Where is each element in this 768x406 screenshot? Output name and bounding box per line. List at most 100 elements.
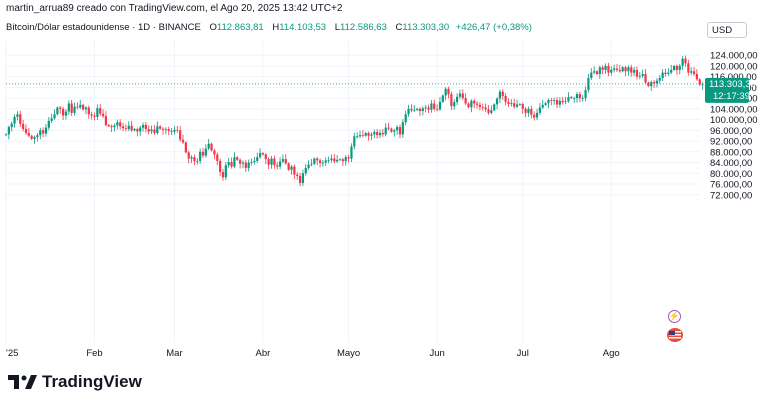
candle-body — [681, 58, 684, 66]
candle-body — [687, 63, 690, 73]
candle-body — [621, 67, 624, 72]
candle-body — [13, 116, 16, 124]
candle-body — [672, 65, 676, 70]
candle-body — [667, 72, 670, 74]
candle-body — [318, 160, 322, 164]
candle-body — [655, 80, 659, 84]
candle-body — [199, 151, 202, 161]
candle-body — [407, 108, 410, 115]
lightning-icon[interactable]: ⚡ — [668, 310, 681, 323]
candle-body — [79, 104, 82, 108]
candle-body — [361, 135, 364, 136]
candle-body — [515, 104, 519, 107]
candle-body — [104, 116, 108, 125]
candle-body — [67, 103, 70, 112]
candle-body — [187, 152, 190, 159]
candle-body — [22, 123, 25, 129]
candle-body — [367, 133, 370, 136]
x-tick-label: Ago — [603, 348, 620, 359]
candle-body — [453, 102, 456, 107]
us-flag-icon[interactable] — [667, 328, 683, 342]
candle-body — [213, 150, 216, 155]
candle-body — [544, 103, 547, 105]
candle-body — [136, 128, 139, 132]
candle-body — [404, 114, 407, 123]
candle-body — [36, 135, 39, 138]
candle-body — [281, 159, 285, 162]
candle-body — [473, 100, 476, 104]
candle-body — [387, 127, 390, 129]
candle-body — [627, 67, 630, 72]
candle-body — [293, 166, 296, 175]
candle-body — [658, 77, 661, 81]
candle-body — [584, 90, 587, 99]
candle-body — [76, 106, 79, 108]
candle-body — [661, 72, 664, 78]
candle-body — [370, 134, 373, 136]
candle-body — [256, 157, 259, 161]
symbol-legend: Bitcoin/Dólar estadounidense · 1D · BINA… — [6, 22, 532, 33]
open-label: O — [209, 22, 217, 33]
candle-body — [501, 91, 504, 96]
candle-body — [416, 108, 419, 110]
candle-body — [356, 136, 359, 138]
candle-body — [675, 65, 679, 70]
candle-body — [73, 106, 76, 113]
candle-body — [441, 95, 444, 102]
candle-body — [258, 153, 262, 158]
candle-body — [581, 98, 584, 99]
candle-body — [498, 91, 502, 99]
candle-body — [684, 58, 687, 64]
candle-body — [652, 82, 656, 84]
high-label: H — [272, 22, 280, 33]
candle-body — [201, 151, 205, 156]
candle-body — [298, 175, 302, 183]
y-tick-label: 72.000,00 — [710, 190, 752, 201]
candle-body — [421, 108, 424, 112]
candle-body — [207, 143, 210, 149]
candle-body — [444, 88, 447, 96]
candle-body — [336, 159, 339, 162]
candle-body — [204, 148, 207, 156]
candle-body — [450, 94, 453, 107]
candle-body — [475, 103, 479, 105]
candle-body — [90, 114, 93, 116]
candle-body — [647, 82, 650, 87]
symbol-name[interactable]: Bitcoin/Dólar estadounidense · 1D · BINA… — [6, 22, 201, 33]
candle-body — [119, 122, 122, 127]
candle-body — [378, 133, 382, 136]
candle-body — [10, 123, 13, 128]
candle-body — [464, 98, 467, 104]
candle-body — [261, 153, 265, 155]
low-value: 112.586,63 — [340, 22, 387, 33]
candle-body — [278, 161, 282, 167]
candle-body — [270, 158, 273, 165]
candle-body — [170, 131, 173, 132]
candle-body — [533, 114, 536, 118]
candle-body — [633, 69, 636, 73]
candle-body — [139, 127, 142, 132]
candle-body — [690, 71, 693, 73]
currency-selector[interactable]: USD — [707, 22, 747, 38]
candle-body — [678, 65, 681, 70]
high-value: 114.103,53 — [279, 22, 327, 33]
candle-body — [427, 107, 430, 110]
candle-body — [507, 101, 510, 105]
candle-body — [670, 69, 673, 73]
candle-body — [436, 108, 439, 110]
candle-body — [487, 109, 490, 113]
candle-body — [216, 154, 219, 161]
candle-body — [353, 136, 356, 147]
candle-body — [595, 71, 599, 74]
candle-body — [541, 104, 544, 108]
candle-body — [530, 108, 533, 115]
candle-body — [284, 159, 287, 164]
candle-body — [430, 103, 433, 110]
candle-body — [307, 164, 310, 168]
y-tick-label: 80.000,00 — [710, 169, 752, 180]
candle-body — [384, 127, 387, 135]
candle-body — [161, 128, 165, 130]
candle-body — [692, 71, 696, 74]
candle-body — [127, 125, 130, 129]
